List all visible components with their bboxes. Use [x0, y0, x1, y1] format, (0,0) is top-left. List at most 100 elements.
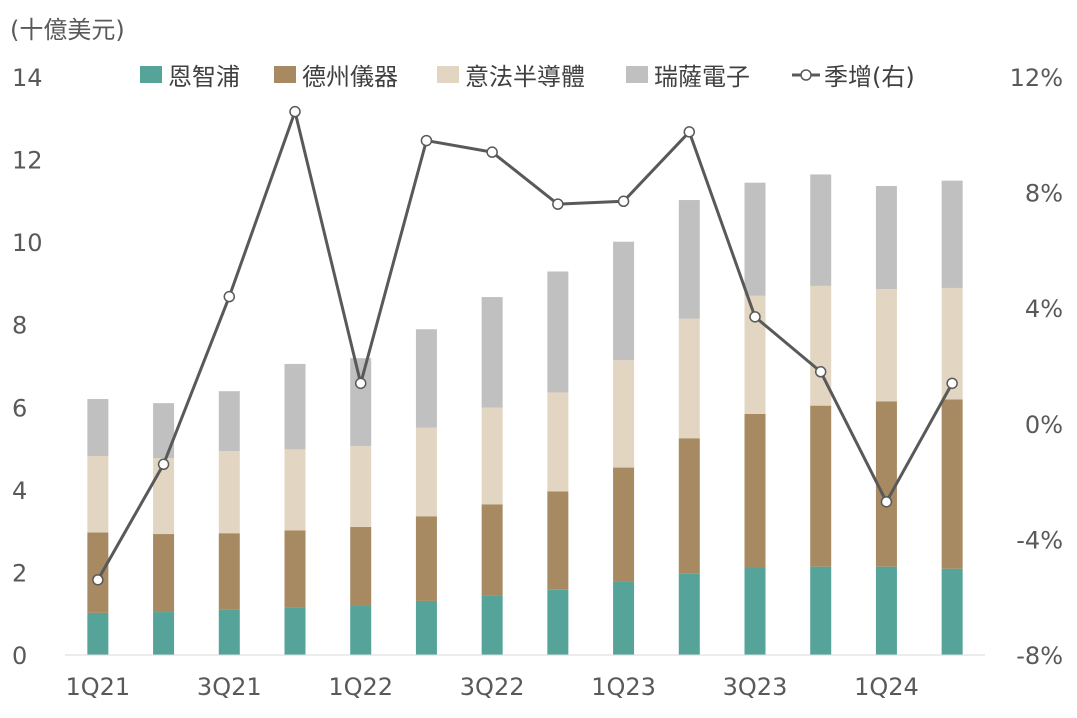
- bar-segment-2: [613, 360, 635, 468]
- bar-segment-1: [678, 438, 700, 574]
- legend: 恩智浦 德州儀器 意法半導體 瑞薩電子 季增(右): [140, 63, 915, 91]
- bar-segment-0: [678, 573, 700, 655]
- legend-swatch-0: [140, 66, 162, 83]
- x-tick-label: 1Q24: [854, 673, 919, 701]
- y-left-tick-label: 14: [12, 64, 43, 92]
- y-left-tick-label: 2: [12, 559, 27, 587]
- bar-segment-3: [810, 174, 832, 286]
- qoq-point: [617, 195, 630, 208]
- y-left-tick-label: 4: [12, 477, 27, 505]
- bar-segment-1: [810, 405, 832, 567]
- bar-segment-0: [481, 595, 503, 655]
- bar-segment-1: [218, 533, 240, 610]
- y-left-tick-label: 10: [12, 229, 43, 257]
- bar-segment-3: [153, 403, 175, 459]
- bar-segment-2: [153, 458, 175, 535]
- qoq-point: [486, 146, 498, 158]
- bar-segment-3: [87, 399, 109, 457]
- bar-segment-0: [941, 568, 963, 655]
- bar-segment-1: [941, 399, 963, 569]
- bar-segment-1: [547, 491, 569, 590]
- y-axis-right: 12% 8% 4% 0% -4% -8%: [1010, 64, 1063, 670]
- bar-segment-3: [744, 182, 766, 296]
- bar-segment-3: [678, 200, 700, 319]
- bar-segment-0: [87, 612, 109, 655]
- bar-segment-2: [547, 392, 569, 492]
- bar-segment-0: [153, 612, 175, 655]
- legend-label: 意法半導體: [465, 63, 585, 91]
- bar-segment-1: [350, 527, 372, 606]
- y-left-tick-label: 8: [12, 312, 27, 340]
- x-tick-label: 1Q22: [328, 673, 393, 701]
- qoq-point: [946, 377, 958, 390]
- bar-segment-3: [350, 358, 372, 447]
- legend-label-line: 季增(右): [824, 63, 915, 91]
- y-right-tick-label: 12%: [1010, 64, 1063, 92]
- bar-segment-2: [678, 318, 700, 439]
- bar-segment-0: [350, 605, 372, 655]
- bar-segment-3: [284, 363, 306, 450]
- bar-segment-1: [284, 530, 306, 608]
- bar-segment-2: [284, 449, 306, 531]
- y-right-tick-label: 0%: [1025, 411, 1063, 439]
- x-tick-label: 1Q23: [591, 673, 656, 701]
- bar-segment-2: [481, 407, 503, 505]
- y-right-tick-label: -4%: [1016, 526, 1063, 554]
- bar-segment-1: [415, 516, 437, 601]
- bar-segment-1: [87, 532, 109, 613]
- bar-segment-1: [153, 534, 175, 613]
- bar-segment-0: [613, 581, 635, 655]
- bar-segment-2: [350, 446, 372, 528]
- bar-segment-2: [415, 427, 437, 517]
- bar-segment-1: [613, 467, 635, 582]
- bar-segment-1: [744, 413, 766, 568]
- bar-segment-3: [481, 297, 503, 408]
- bar-segment-0: [547, 589, 569, 655]
- qoq-point: [420, 134, 433, 147]
- bars: [87, 174, 963, 655]
- y-right-tick-label: -8%: [1016, 642, 1063, 670]
- bar-segment-0: [415, 600, 437, 655]
- qoq-line: [96, 110, 954, 581]
- y-axis-unit-label: (十億美元): [10, 16, 125, 44]
- bar-segment-0: [218, 609, 240, 655]
- legend-swatch-2: [437, 66, 459, 83]
- bar-segment-2: [810, 285, 832, 406]
- bar-segment-3: [613, 241, 635, 361]
- x-tick-label: 1Q21: [66, 673, 131, 701]
- legend-swatch-3: [626, 66, 648, 83]
- legend-swatch-1: [274, 66, 296, 83]
- qoq-point: [289, 105, 301, 118]
- qoq-point: [880, 496, 893, 508]
- qoq-point: [552, 198, 564, 210]
- qoq-point: [683, 126, 696, 138]
- bar-segment-3: [941, 180, 963, 288]
- y-left-tick-label: 0: [12, 642, 27, 670]
- x-tick-label: 3Q22: [460, 673, 525, 701]
- bar-segment-3: [218, 391, 240, 452]
- bar-segment-3: [875, 185, 897, 290]
- x-tick-label: 3Q23: [723, 673, 788, 701]
- qoq-point: [157, 458, 170, 471]
- y-axis-left: 0 2 4 6 8 10 12 14: [12, 64, 43, 670]
- x-tick-label: 3Q21: [197, 673, 262, 701]
- legend-line-marker: [800, 69, 812, 81]
- bar-segment-1: [875, 401, 897, 567]
- bar-segment-2: [875, 289, 897, 402]
- qoq-point: [354, 377, 367, 390]
- bar-segment-2: [87, 456, 109, 533]
- y-right-tick-label: 4%: [1025, 295, 1063, 323]
- bar-segment-0: [744, 567, 766, 655]
- bar-segment-2: [744, 295, 766, 414]
- legend-label: 德州儀器: [302, 63, 398, 91]
- qoq-point: [814, 366, 827, 378]
- bar-segment-3: [415, 329, 437, 428]
- bar-segment-0: [875, 566, 897, 655]
- qoq-point: [749, 311, 761, 323]
- qoq-point: [223, 290, 236, 303]
- bar-segment-0: [810, 566, 832, 655]
- bar-segment-3: [547, 271, 569, 393]
- y-left-tick-label: 12: [12, 147, 43, 175]
- qoq-point: [92, 574, 104, 586]
